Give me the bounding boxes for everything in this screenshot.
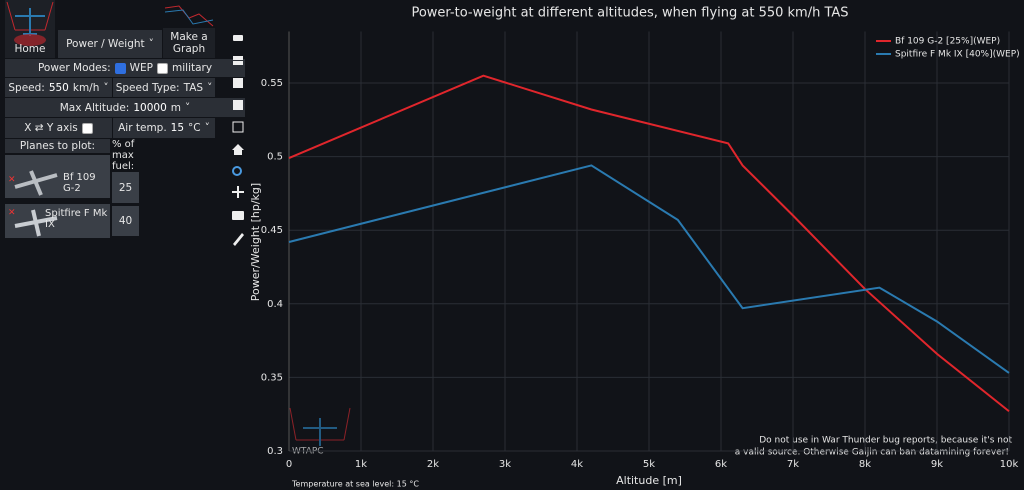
- x-tick-label: 0: [286, 459, 292, 470]
- x-tick-label: 3k: [499, 459, 511, 470]
- toolbar-icon[interactable]: [232, 211, 244, 220]
- toolbar-icon[interactable]: [232, 166, 242, 176]
- plane-card[interactable]: ✕ Bf 109 G-2: [5, 155, 110, 198]
- air-temp-row: Air temp. 15 °C ˅: [113, 118, 215, 138]
- toolbar-icon[interactable]: [233, 61, 243, 65]
- y-tick-label: 0.55: [261, 78, 283, 89]
- speed-label: Speed:: [8, 81, 45, 94]
- military-label: military: [172, 62, 213, 74]
- power-modes-label: Power Modes:: [37, 62, 111, 74]
- toolbar-icon[interactable]: [232, 144, 244, 155]
- home-label: Home: [14, 43, 46, 55]
- speed-type-row: Speed Type: TAS ˅: [113, 78, 215, 97]
- y-tick-label: 0.4: [267, 299, 283, 310]
- plane-card[interactable]: ✕ Spitfire F Mk IX: [5, 204, 110, 238]
- remove-button[interactable]: ✕: [8, 175, 16, 185]
- fuel-label: fuel:: [112, 161, 135, 172]
- series-line: [288, 164, 1010, 374]
- power-modes-row: Power Modes: WEP military: [5, 59, 245, 77]
- speed-type-select[interactable]: TAS: [183, 81, 204, 94]
- home-icon: [6, 1, 54, 46]
- x-tick-label: 5k: [643, 459, 655, 470]
- series-line: [288, 74, 1010, 413]
- x-tick-label: 2k: [427, 459, 439, 470]
- speed-input[interactable]: 550: [48, 81, 69, 94]
- wep-label: WEP: [129, 62, 153, 74]
- make-graph-label: Make a: [170, 31, 208, 43]
- x-axis-label: Altitude [m]: [616, 474, 682, 487]
- fuel-header: % of max fuel:: [112, 139, 142, 172]
- planes-header: Planes to plot:: [5, 139, 110, 153]
- legend-label: Bf 109 G-2 [25%](WEP): [895, 37, 1000, 47]
- y-tick-label: 0.45: [261, 225, 283, 236]
- x-tick-label: 4k: [571, 459, 583, 470]
- planes-label: Planes to plot:: [19, 140, 96, 152]
- x-tick-label: 10k: [1000, 459, 1019, 470]
- max-altitude-row: Max Altitude: 10000 m ˅: [5, 98, 245, 117]
- plane-image: [14, 170, 58, 196]
- x-tick-label: 1k: [355, 459, 367, 470]
- plane-name: Spitfire F Mk IX: [45, 208, 108, 230]
- make-graph-button[interactable]: Make a Graph: [163, 5, 215, 58]
- toolbar-icon[interactable]: [232, 121, 244, 133]
- y-tick-label: 0.35: [261, 372, 283, 383]
- chevron: ˅: [185, 101, 191, 114]
- chevron: ˅: [103, 81, 109, 94]
- toolbar-icon[interactable]: [233, 35, 243, 41]
- fuel-input[interactable]: 40: [112, 206, 139, 236]
- chevron: ˅: [148, 38, 154, 50]
- chart-title: Power-to-weight at different altitudes, …: [411, 6, 848, 21]
- graph-select-label: Power / Weight: [66, 38, 145, 50]
- air-temp-input[interactable]: 15: [170, 122, 185, 134]
- x-tick-label: 6k: [715, 459, 727, 470]
- graph-icon: [164, 5, 214, 27]
- x-tick-label: 8k: [859, 459, 871, 470]
- y-axis-label: Power/Weight [hp/kg]: [249, 183, 262, 301]
- altitude-unit[interactable]: m: [170, 101, 181, 114]
- toolbar-icon[interactable]: [233, 100, 243, 110]
- footnote: Temperature at sea level: 15 °C: [291, 480, 419, 489]
- swap-axes-label: X ⇄ Y axis: [24, 122, 78, 134]
- speed-unit[interactable]: km/h: [72, 81, 100, 94]
- watermark: a valid source. Otherwise Gaijin can ban…: [735, 448, 1009, 458]
- y-tick-label: 0.3: [267, 446, 283, 457]
- plane-name: Bf 109 G-2: [63, 172, 96, 194]
- fuel-label: % of: [112, 139, 135, 150]
- max-altitude-label: Max Altitude:: [59, 101, 130, 114]
- toolbar: [232, 35, 244, 246]
- wep-checkbox[interactable]: [114, 62, 126, 74]
- plane-image: [14, 209, 58, 237]
- fuel-value: 40: [118, 215, 133, 227]
- toolbar-icon[interactable]: [233, 56, 243, 60]
- swap-axes-checkbox[interactable]: [81, 122, 93, 134]
- air-temp-label: Air temp.: [118, 122, 167, 134]
- x-tick-label: 9k: [931, 459, 943, 470]
- make-graph-label: Graph: [172, 43, 206, 55]
- speed-row: Speed: 550 km/h ˅: [5, 78, 112, 97]
- x-tick-label: 7k: [787, 459, 799, 470]
- remove-button[interactable]: ✕: [8, 208, 16, 218]
- speed-type-label: Speed Type:: [115, 81, 180, 94]
- swap-axes-row: X ⇄ Y axis: [5, 118, 112, 138]
- watermark: Do not use in War Thunder bug reports, b…: [759, 436, 1012, 446]
- grid: [288, 31, 1010, 452]
- temp-unit[interactable]: °C: [188, 122, 201, 134]
- graph-select[interactable]: Power / Weight ˅: [58, 30, 162, 58]
- military-checkbox[interactable]: [157, 62, 168, 74]
- chevron: ˅: [207, 81, 213, 94]
- chevron: ˅: [204, 122, 210, 134]
- home-button[interactable]: Home: [5, 0, 55, 58]
- max-altitude-input[interactable]: 10000: [133, 101, 167, 114]
- fuel-label: max: [112, 150, 134, 161]
- y-tick-label: 0.5: [267, 152, 283, 163]
- toolbar-icon[interactable]: [232, 186, 244, 198]
- legend-label: Spitfire F Mk IX [40%](WEP): [895, 50, 1020, 60]
- fuel-input[interactable]: 25: [112, 172, 139, 203]
- logo: WTAPC: [289, 407, 351, 457]
- logo-text: WTAPC: [292, 447, 324, 457]
- fuel-value: 25: [118, 181, 133, 194]
- toolbar-icon[interactable]: [233, 233, 244, 246]
- toolbar-icon[interactable]: [233, 78, 243, 88]
